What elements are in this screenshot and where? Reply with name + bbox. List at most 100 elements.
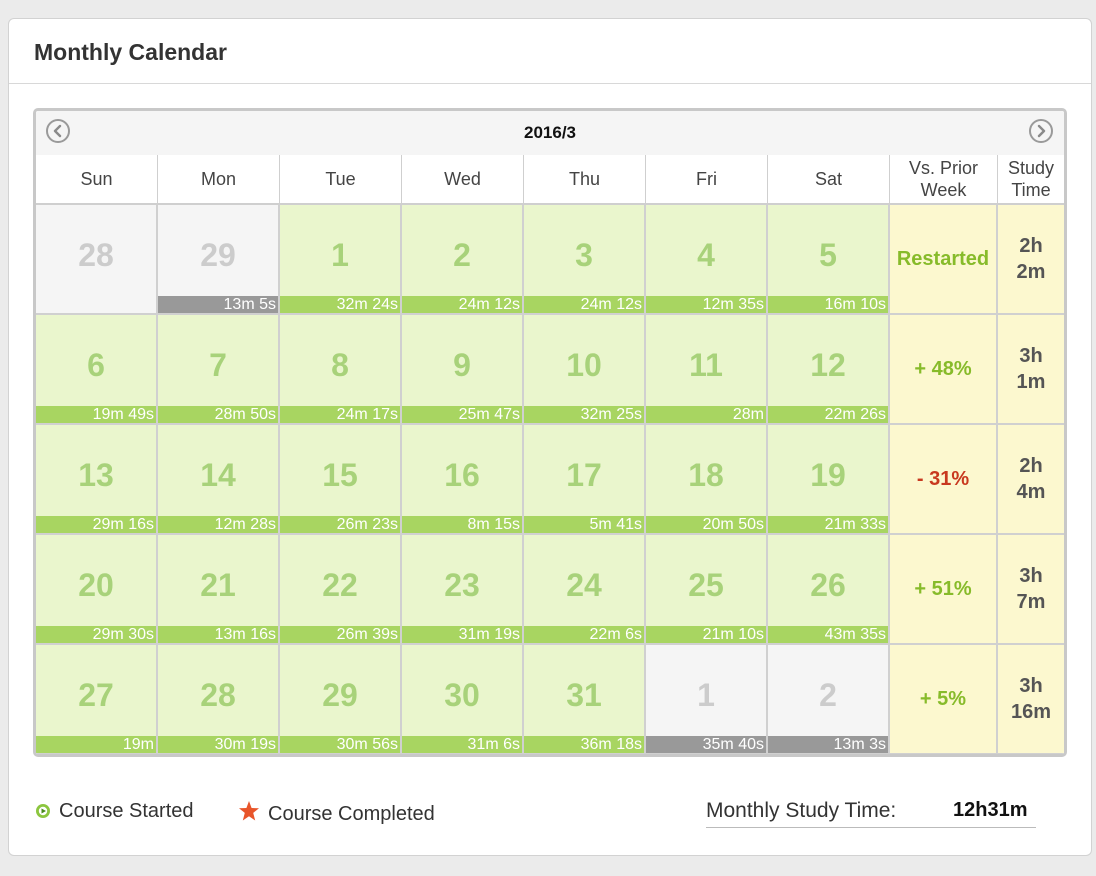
weekly-study-time-line: 3h xyxy=(1019,565,1043,587)
day-cell[interactable]: 29 30m 56s xyxy=(280,645,402,754)
study-time-bar: 21m 10s xyxy=(646,626,766,643)
weekly-study-time: 3h 1m xyxy=(998,315,1064,425)
study-time-bar: 20m 50s xyxy=(646,516,766,533)
day-number: 2 xyxy=(819,677,837,713)
study-time-bar: 43m 35s xyxy=(768,626,888,643)
day-number: 25 xyxy=(688,567,724,603)
weekly-study-time-line: 16m xyxy=(1010,701,1052,723)
study-time-bar: 19m 49s xyxy=(36,406,156,423)
study-time-bar: 8m 15s xyxy=(402,516,522,533)
header-thu: Thu xyxy=(524,155,646,205)
day-cell[interactable]: 4 12m 35s xyxy=(646,205,768,315)
day-cell[interactable]: 19 21m 33s xyxy=(768,425,890,535)
next-month-button[interactable] xyxy=(1029,119,1053,143)
day-cell[interactable]: 21 13m 16s xyxy=(158,535,280,645)
day-number: 16 xyxy=(444,457,480,493)
day-number: 30 xyxy=(444,677,480,713)
legend-started-label: Course Started xyxy=(59,800,194,822)
header-study-line2: Time xyxy=(1011,180,1051,200)
day-number: 10 xyxy=(566,347,602,383)
weekly-study-time: 3h 7m xyxy=(998,535,1064,645)
weekly-study-time-line: 2h xyxy=(1019,455,1043,477)
day-cell[interactable]: 27 19m xyxy=(36,645,158,754)
study-time-bar: 12m 28s xyxy=(158,516,278,533)
day-cell[interactable]: 20 29m 30s xyxy=(36,535,158,645)
day-number: 14 xyxy=(200,457,236,493)
weekly-study-time-line: 7m xyxy=(1016,591,1046,613)
day-cell[interactable]: 6 19m 49s xyxy=(36,315,158,425)
day-cell[interactable]: 10 32m 25s xyxy=(524,315,646,425)
day-cell[interactable]: 15 26m 23s xyxy=(280,425,402,535)
study-time-bar: 32m 25s xyxy=(524,406,644,423)
day-number: 27 xyxy=(78,677,114,713)
day-cell[interactable]: 13 29m 16s xyxy=(36,425,158,535)
day-cell[interactable]: 18 20m 50s xyxy=(646,425,768,535)
chevron-right-circle-icon xyxy=(1037,124,1046,138)
star-icon xyxy=(238,800,260,828)
day-cell[interactable]: 11 28m xyxy=(646,315,768,425)
day-cell[interactable]: 29 13m 5s xyxy=(158,205,280,315)
study-time-bar: 32m 24s xyxy=(280,296,400,313)
study-time-bar: 24m 12s xyxy=(524,296,644,313)
study-time-bar: 22m 26s xyxy=(768,406,888,423)
vs-prior-week-value: - 31% xyxy=(890,425,998,535)
study-time-bar: 12m 35s xyxy=(646,296,766,313)
header-sat: Sat xyxy=(768,155,890,205)
day-cell[interactable]: 2 13m 3s xyxy=(768,645,890,754)
day-number: 4 xyxy=(697,237,715,273)
day-cell[interactable]: 9 25m 47s xyxy=(402,315,524,425)
weekly-study-time-line: 1m xyxy=(1016,371,1046,393)
day-cell[interactable]: 31 36m 18s xyxy=(524,645,646,754)
study-time-bar: 25m 47s xyxy=(402,406,522,423)
study-time-bar: 29m 16s xyxy=(36,516,156,533)
day-cell[interactable]: 14 12m 28s xyxy=(158,425,280,535)
study-time-bar: 30m 19s xyxy=(158,736,278,753)
day-number: 21 xyxy=(200,567,236,603)
calendar-header: 2016/3 xyxy=(36,111,1064,156)
day-cell[interactable]: 8 24m 17s xyxy=(280,315,402,425)
day-number: 18 xyxy=(688,457,724,493)
day-cell[interactable]: 28 30m 19s xyxy=(158,645,280,754)
study-time-bar: 19m xyxy=(36,736,156,753)
day-cell[interactable]: 25 21m 10s xyxy=(646,535,768,645)
study-time-bar: 5m 41s xyxy=(524,516,644,533)
prev-month-button[interactable] xyxy=(46,119,70,143)
header-mon: Mon xyxy=(158,155,280,205)
day-cell[interactable]: 28 xyxy=(36,205,158,315)
panel-divider xyxy=(9,83,1091,84)
day-cell[interactable]: 2 24m 12s xyxy=(402,205,524,315)
day-cell[interactable]: 26 43m 35s xyxy=(768,535,890,645)
day-cell[interactable]: 1 35m 40s xyxy=(646,645,768,754)
day-number: 19 xyxy=(810,457,846,493)
day-cell[interactable]: 17 5m 41s xyxy=(524,425,646,535)
day-cell[interactable]: 24 22m 6s xyxy=(524,535,646,645)
header-wed: Wed xyxy=(402,155,524,205)
day-cell[interactable]: 7 28m 50s xyxy=(158,315,280,425)
study-time-bar: 28m 50s xyxy=(158,406,278,423)
day-number: 9 xyxy=(453,347,471,383)
study-time-bar: 22m 6s xyxy=(524,626,644,643)
day-cell[interactable]: 1 32m 24s xyxy=(280,205,402,315)
weekly-study-time-line: 2m xyxy=(1016,261,1046,283)
day-number: 17 xyxy=(566,457,602,493)
study-time-bar: 24m 12s xyxy=(402,296,522,313)
day-cell[interactable]: 3 24m 12s xyxy=(524,205,646,315)
legend-course-started: Course Started xyxy=(35,800,194,825)
day-cell[interactable]: 16 8m 15s xyxy=(402,425,524,535)
header-sun: Sun xyxy=(36,155,158,205)
day-cell[interactable]: 5 16m 10s xyxy=(768,205,890,315)
study-time-bar: 28m xyxy=(646,406,766,423)
monthly-study-time-value: 12h31m xyxy=(953,799,1028,821)
day-number: 1 xyxy=(697,677,715,713)
day-cell[interactable]: 12 22m 26s xyxy=(768,315,890,425)
day-cell[interactable]: 30 31m 6s xyxy=(402,645,524,754)
study-time-bar: 31m 19s xyxy=(402,626,522,643)
day-cell[interactable]: 22 26m 39s xyxy=(280,535,402,645)
day-number: 11 xyxy=(689,347,723,383)
header-vs-line2: Week xyxy=(920,180,967,200)
header-vs-line1: Vs. Prior xyxy=(908,158,978,178)
weekly-study-time-line: 3h xyxy=(1019,345,1043,367)
day-cell[interactable]: 23 31m 19s xyxy=(402,535,524,645)
study-time-bar: 31m 6s xyxy=(402,736,522,753)
monthly-study-time: Monthly Study Time: 12h31m xyxy=(706,797,1036,828)
